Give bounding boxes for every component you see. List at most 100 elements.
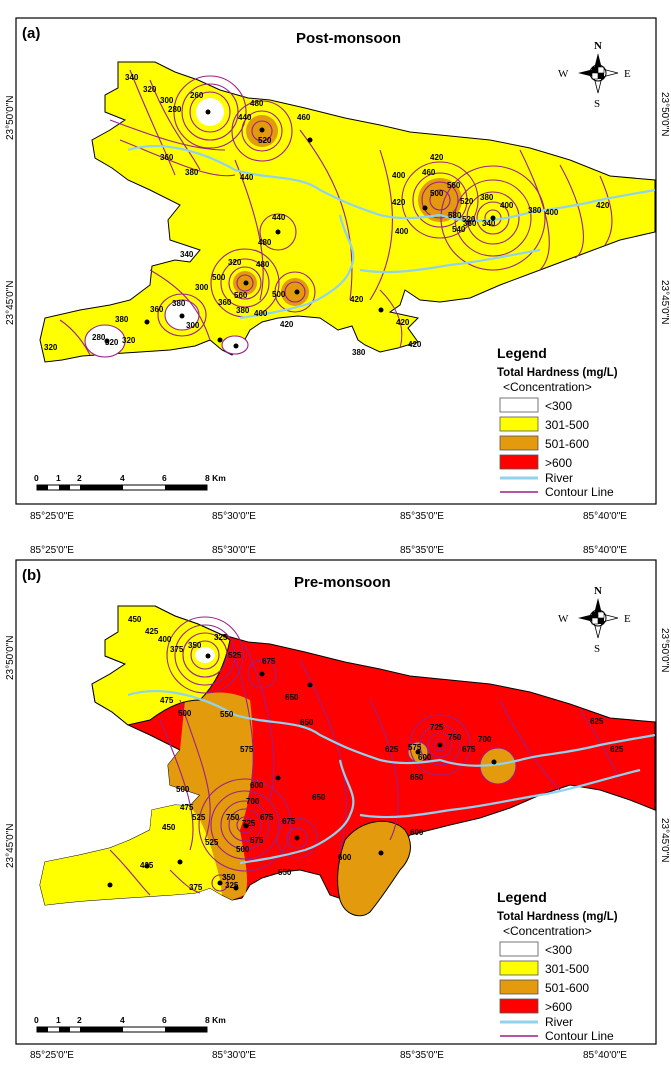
contour-label: 340: [125, 73, 139, 82]
contour-label: 450: [162, 823, 176, 832]
contour-label: 420: [596, 201, 610, 210]
legend-subtitle: Total Hardness (mg/L): [497, 911, 618, 923]
contour-label: 520: [462, 215, 476, 224]
contour-label: 675: [282, 817, 296, 826]
map-panel-post-monsoon: 85°25'0"E 85°30'0"E 85°35'0"E 85°40'0"E …: [5, 17, 670, 522]
contour-label: 450: [128, 615, 142, 624]
lon-tick: 85°35'0"E: [400, 511, 444, 522]
legend-swatch: [499, 454, 539, 470]
north-arrow: N S E W: [558, 40, 631, 110]
legend-concentration: <Concentration>: [503, 924, 592, 938]
study-area: [39, 61, 656, 363]
contour-label: 325: [225, 881, 239, 890]
contour-label: 700: [246, 797, 260, 806]
contour-label: 575: [408, 743, 422, 752]
legend-class-label: 501-600: [545, 981, 589, 995]
contour-label: 675: [462, 745, 476, 754]
panel-label: (a): [22, 25, 40, 42]
contour-label: 400: [158, 635, 172, 644]
legend-swatch: [499, 960, 539, 976]
legend-class-label: 301-500: [545, 962, 589, 976]
contour-label: 380: [115, 315, 129, 324]
contour-label: 400: [500, 201, 514, 210]
contour-label: 480: [258, 238, 272, 247]
contour-label: 280: [92, 333, 106, 342]
contour-label: 575: [240, 745, 254, 754]
contour-label: 580: [448, 211, 462, 220]
legend: Legend Total Hardness (mg/L) <Concentrat…: [497, 345, 618, 499]
contour-label: 500: [430, 189, 444, 198]
lon-tick: 85°35'0"E: [400, 545, 444, 556]
lat-tick-right: 23°50'0"N: [659, 628, 670, 673]
river: [127, 689, 656, 767]
scale-label: 8 Km: [205, 1015, 226, 1025]
zone-301-500: [91, 605, 231, 726]
contour-label: 420: [430, 153, 444, 162]
legend-swatch: [499, 435, 539, 451]
compass-s: S: [594, 643, 600, 655]
scale-label: 0: [34, 1015, 39, 1025]
contour-label: 320: [44, 343, 58, 352]
contour-label: 340: [482, 219, 496, 228]
legend-swatch: [499, 998, 539, 1014]
scale-label: 8 Km: [205, 473, 226, 483]
scale-label: 1: [56, 473, 61, 483]
scale-label: 6: [162, 1015, 167, 1025]
contour-label: 350: [188, 641, 202, 650]
scale-bar: 0 1 2 4 6 8 Km: [34, 1015, 226, 1033]
top-longitude-ticks-b: 85°25'0"E 85°30'0"E 85°35'0"E 85°40'0"E: [30, 545, 627, 556]
contour-label: 525: [228, 651, 242, 660]
contour-label: 360: [150, 305, 164, 314]
contour-label: 725: [242, 819, 256, 828]
contour-label: 300: [195, 283, 209, 292]
lon-tick: 85°40'0"E: [583, 511, 627, 522]
compass-w: W: [558, 68, 569, 80]
legend-class-label: <300: [545, 399, 572, 413]
contour-label: 475: [180, 803, 194, 812]
contour-label: 420: [392, 198, 406, 207]
contour-label: 400: [395, 227, 409, 236]
contour-label: 300: [160, 96, 174, 105]
contour-label: 400: [392, 171, 406, 180]
lat-tick-right: 23°45'0"N: [659, 818, 670, 863]
legend-concentration: <Concentration>: [503, 380, 592, 394]
zone-below-300: [195, 647, 215, 663]
scale-label: 0: [34, 473, 39, 483]
legend-class-label: 301-500: [545, 418, 589, 432]
contour-label: 650: [312, 793, 326, 802]
lat-tick-left: 23°50'0"N: [5, 96, 16, 141]
contour-label: 420: [408, 340, 422, 349]
lon-tick: 85°30'0"E: [212, 545, 256, 556]
legend-title: Legend: [497, 889, 547, 905]
contour-label: 675: [262, 657, 276, 666]
contour-label: 725: [430, 723, 444, 732]
river: [359, 768, 641, 819]
contour-label: 420: [350, 295, 364, 304]
contour-label: 375: [189, 883, 203, 892]
contour-label: 550: [220, 710, 234, 719]
lon-tick: 85°25'0"E: [30, 511, 74, 522]
compass-s: S: [594, 98, 600, 110]
contour-label: 320: [143, 85, 157, 94]
legend-swatch: [499, 416, 539, 432]
contour-label: 400: [545, 208, 559, 217]
contour-lines: [109, 616, 621, 896]
contour-label: 340: [180, 250, 194, 259]
contour-label: 475: [160, 696, 174, 705]
contour-label: 525: [205, 838, 219, 847]
lat-tick-left: 23°50'0"N: [5, 636, 16, 681]
lon-tick: 85°40'0"E: [583, 1050, 627, 1061]
contour-label: 480: [256, 260, 270, 269]
contour-label: 675: [260, 813, 274, 822]
contour-label: 380: [236, 306, 250, 315]
contour-label: 650: [300, 718, 314, 727]
legend-river-label: River: [545, 1015, 573, 1029]
contour-label: 375: [170, 645, 184, 654]
contour-label: 440: [238, 113, 252, 122]
sampling-wells: [104, 109, 496, 349]
contour-label: 575: [250, 836, 264, 845]
contour-label: 525: [192, 813, 206, 822]
contour-label: 425: [140, 861, 154, 870]
lat-tick-left: 23°45'0"N: [5, 281, 16, 326]
contour-label: 440: [272, 213, 286, 222]
